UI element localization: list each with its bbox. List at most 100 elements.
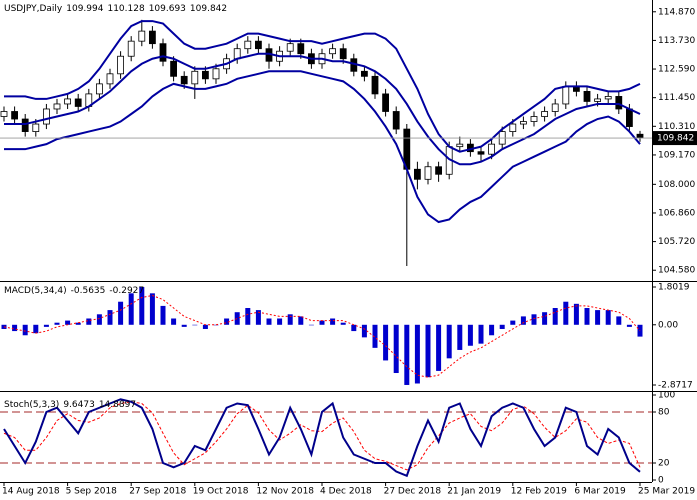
macd-bar	[75, 322, 81, 325]
candle-body	[74, 98, 82, 107]
macd-bar	[255, 310, 261, 325]
candle-body	[96, 83, 103, 95]
y-tick-label: 20	[658, 459, 670, 469]
candle-body	[583, 90, 591, 102]
panel-header: MACD(5,34,4) -0.5635 -0.2927	[4, 286, 144, 296]
macd-bar	[446, 324, 452, 359]
macd-bar	[393, 324, 399, 374]
candle-body	[254, 40, 262, 50]
y-tick-label: 114.870	[658, 7, 695, 17]
macd-bar	[595, 310, 601, 325]
candle-body	[371, 75, 379, 95]
macd-bar	[298, 316, 304, 325]
y-tick-label: 106.860	[658, 208, 695, 218]
x-tick-label: 4 Dec 2018	[320, 487, 372, 497]
y-tick-label: 1.8019	[658, 283, 690, 293]
candle-body	[530, 116, 538, 122]
candle-body	[21, 118, 29, 132]
x-tick-label: 25 Mar 2019	[638, 487, 695, 497]
macd-bar	[149, 293, 155, 325]
y-tick-label: 110.310	[658, 122, 695, 132]
candle-body	[127, 40, 135, 57]
macd-bar	[160, 305, 166, 325]
candle-body	[201, 70, 209, 80]
candle-body	[32, 123, 40, 132]
candle-body	[43, 108, 50, 125]
candle-body	[339, 48, 347, 60]
macd-bar	[457, 324, 463, 350]
current-price-label: 109.842	[657, 134, 694, 144]
candle-body	[392, 111, 400, 130]
macd-bar	[86, 318, 92, 325]
candle-body	[477, 151, 485, 155]
y-tick-label: 0	[658, 476, 664, 486]
bollinger-middle	[4, 52, 641, 166]
macd-bar	[340, 322, 346, 325]
header-value: 109.994	[66, 4, 103, 14]
macd-bar	[22, 324, 28, 336]
candle-body	[360, 70, 368, 77]
indicator-name: Stoch(5,3,3)	[4, 400, 59, 410]
macd-bar	[552, 308, 558, 325]
candle-body	[159, 43, 167, 62]
candle-body	[488, 143, 496, 155]
macd-bar	[33, 324, 39, 334]
candle-body	[148, 30, 156, 45]
macd-bar	[54, 322, 60, 325]
macd-bar	[308, 324, 314, 326]
macd-bar	[626, 324, 632, 327]
macd-signal	[3, 294, 641, 378]
macd-bar	[12, 324, 18, 332]
panel-header: USDJPY,Daily 109.994 110.128 109.693 109.842	[4, 4, 227, 14]
macd-bar	[128, 293, 134, 325]
candle-body	[64, 98, 71, 105]
y-tick-label: 111.450	[658, 93, 695, 103]
candle-body	[562, 85, 570, 105]
macd-bar	[213, 324, 219, 326]
macd-bar	[605, 310, 611, 325]
x-tick-label: 12 Feb 2019	[511, 487, 567, 497]
current-price-box	[653, 131, 697, 146]
macd-bar	[319, 320, 325, 325]
macd-bar	[520, 316, 526, 325]
candle-body	[117, 55, 124, 75]
macd-bar	[181, 324, 187, 327]
candle-body	[509, 123, 517, 132]
macd-bar	[584, 308, 590, 325]
candle-body	[180, 75, 188, 85]
macd-bar	[139, 287, 145, 325]
macd-bar	[107, 310, 113, 325]
macd-bar	[372, 324, 378, 348]
macd-bar	[478, 324, 484, 344]
header-value: -0.5635	[71, 286, 106, 296]
y-tick-label: 0.00	[658, 320, 678, 330]
y-tick-label: 105.720	[658, 237, 695, 247]
macd-bar	[616, 316, 622, 325]
header-value: 109.842	[190, 4, 227, 14]
candle-body	[53, 103, 61, 110]
macd-bar	[499, 324, 505, 329]
candle-body	[551, 103, 559, 112]
macd-bar	[330, 318, 336, 325]
macd-bar	[531, 314, 537, 325]
candle-body	[286, 43, 294, 52]
candle-body	[11, 111, 19, 120]
candle-body	[615, 96, 623, 110]
y-tick-label: 80	[658, 408, 670, 418]
indicator-name: MACD(5,34,4)	[4, 286, 67, 296]
macd-bar	[510, 320, 516, 325]
candle-body	[626, 108, 633, 127]
candle-body	[541, 111, 548, 117]
macd-bar	[43, 324, 49, 327]
header-value: 110.128	[107, 4, 144, 14]
bollinger-upper	[4, 20, 641, 153]
macd-bar	[266, 318, 272, 325]
y-tick-label: 112.590	[658, 65, 695, 75]
header-value: 9.6473	[63, 400, 95, 410]
candle-body	[106, 73, 114, 85]
candle-body	[0, 111, 8, 117]
macd-bar	[361, 324, 367, 338]
macd-bar	[171, 318, 177, 325]
